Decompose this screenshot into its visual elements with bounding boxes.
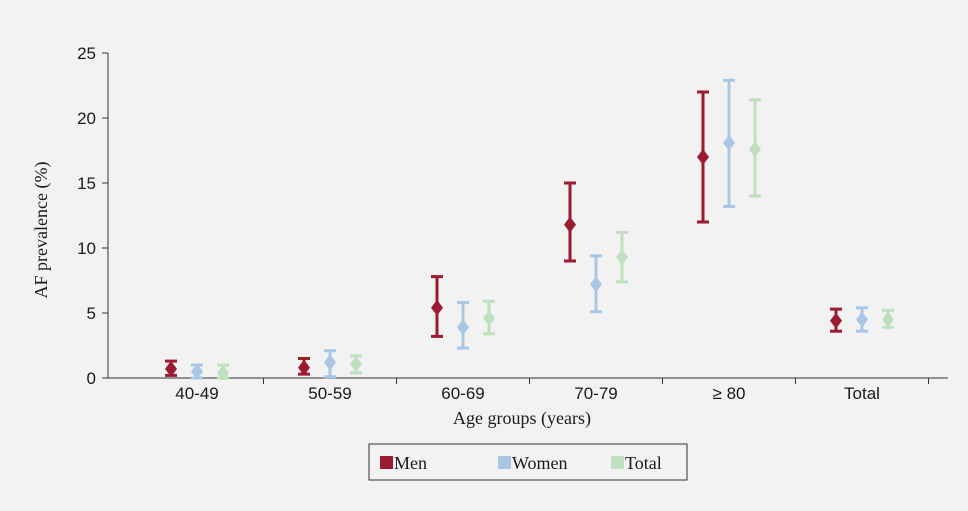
y-tick-label: 15 bbox=[77, 174, 96, 193]
women-point bbox=[856, 311, 868, 328]
y-tick-label: 25 bbox=[77, 44, 96, 63]
women-point bbox=[723, 134, 735, 151]
y-tick-label: 10 bbox=[77, 239, 96, 258]
total-point bbox=[616, 249, 628, 266]
legend: Men Women Total bbox=[368, 443, 688, 481]
women-point bbox=[590, 276, 602, 293]
x-tick-label: 60-69 bbox=[441, 384, 484, 403]
women-point bbox=[457, 319, 469, 336]
men-point bbox=[431, 299, 443, 316]
total-point bbox=[217, 364, 229, 381]
men-point bbox=[830, 312, 842, 329]
legend-swatch-men bbox=[380, 456, 393, 469]
men-point bbox=[697, 149, 709, 165]
women-point bbox=[324, 354, 336, 371]
men-point bbox=[165, 360, 177, 377]
x-tick-label: 50-59 bbox=[308, 384, 351, 403]
x-axis-title: Age groups (years) bbox=[453, 408, 591, 429]
men-point bbox=[564, 216, 576, 233]
x-tick-label: Total bbox=[844, 384, 880, 403]
legend-swatch-women bbox=[498, 456, 511, 469]
x-tick-label: 40-49 bbox=[175, 384, 218, 403]
y-tick-label: 0 bbox=[87, 369, 96, 388]
legend-label-total: Total bbox=[625, 453, 662, 473]
legend-label-men: Men bbox=[394, 453, 427, 473]
total-point bbox=[749, 141, 761, 158]
y-axis-title: AF prevalence (%) bbox=[31, 162, 52, 299]
women-point bbox=[191, 363, 203, 380]
plot-marks bbox=[165, 78, 894, 381]
x-tick-label: ≥ 80 bbox=[713, 384, 746, 403]
axes: 0 5 10 15 20 25 40-49 50-59 60-69 70-79 ≥ 80 Total bbox=[77, 44, 948, 403]
men-point bbox=[298, 359, 310, 376]
total-point bbox=[350, 355, 362, 372]
legend-label-women: Women bbox=[512, 453, 568, 473]
legend-frame bbox=[368, 443, 688, 481]
x-tick-label: 70-79 bbox=[574, 384, 617, 403]
total-point bbox=[483, 310, 495, 327]
total-point bbox=[882, 311, 894, 328]
y-tick-label: 5 bbox=[87, 304, 96, 323]
y-tick-label: 20 bbox=[77, 109, 96, 128]
legend-swatch-total bbox=[611, 456, 624, 469]
